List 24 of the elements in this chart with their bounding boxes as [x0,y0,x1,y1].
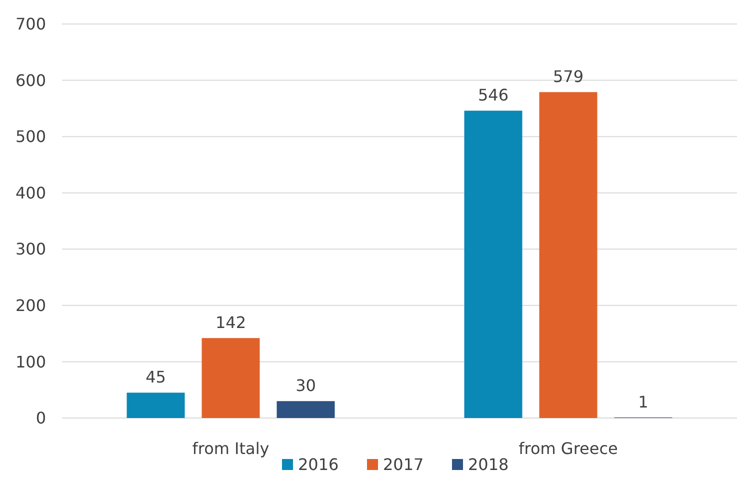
data-label: 142 [215,313,246,332]
bar [539,92,598,418]
y-tick-label: 600 [15,70,46,90]
data-label: 546 [478,86,509,105]
legend-label: 2018 [468,455,509,474]
legend-label: 2017 [383,455,424,474]
data-label: 45 [146,368,166,387]
y-tick-label: 500 [15,127,46,146]
y-tick-label: 400 [15,183,46,202]
legend-label: 2016 [298,455,339,474]
y-tick-label: 100 [15,352,46,372]
bar [464,110,522,418]
x-tick-label: from Greece [518,439,618,458]
bar [276,401,335,418]
y-tick-label: 700 [15,14,46,34]
data-label: 1 [638,392,648,412]
y-tick-label: 200 [15,296,46,316]
bar [126,392,185,418]
y-tick-label: 0 [36,408,46,428]
x-tick-label: from Italy [192,439,270,458]
data-label: 579 [552,67,584,86]
y-tick-label: 300 [15,240,46,259]
bar [202,338,260,418]
data-label: 30 [296,376,316,396]
